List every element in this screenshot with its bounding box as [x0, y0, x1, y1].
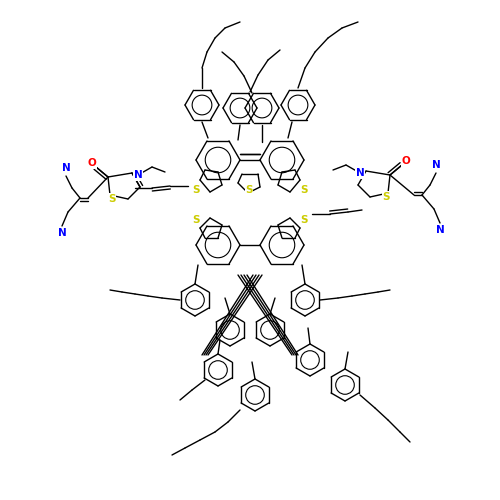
Text: O: O — [402, 156, 410, 166]
Text: N: N — [432, 160, 440, 170]
Text: N: N — [58, 228, 66, 238]
Text: N: N — [62, 163, 70, 173]
Text: S: S — [192, 185, 200, 195]
Text: S: S — [382, 192, 390, 202]
Text: N: N — [134, 170, 142, 180]
Text: S: S — [300, 215, 308, 225]
Text: N: N — [356, 168, 364, 178]
Text: N: N — [436, 225, 444, 235]
Text: S: S — [300, 185, 308, 195]
Text: S: S — [245, 185, 253, 195]
Text: S: S — [192, 215, 200, 225]
Text: O: O — [88, 158, 96, 168]
Text: S: S — [108, 194, 116, 204]
